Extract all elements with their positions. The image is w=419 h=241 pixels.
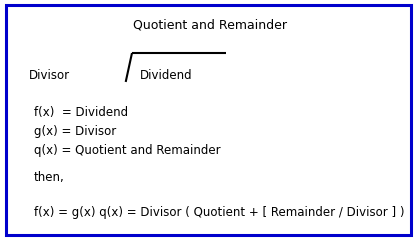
Text: g(x) = Divisor: g(x) = Divisor bbox=[34, 125, 116, 138]
Text: Quotient and Remainder: Quotient and Remainder bbox=[132, 19, 287, 32]
Text: q(x) = Quotient and Remainder: q(x) = Quotient and Remainder bbox=[34, 144, 220, 157]
Text: f(x)  = Dividend: f(x) = Dividend bbox=[34, 106, 128, 119]
FancyBboxPatch shape bbox=[6, 5, 411, 235]
Text: Divisor: Divisor bbox=[29, 69, 70, 82]
Text: Dividend: Dividend bbox=[140, 69, 193, 82]
Text: then,: then, bbox=[34, 171, 64, 184]
Text: f(x) = g(x) q(x) = Divisor ( Quotient + [ Remainder / Divisor ] ): f(x) = g(x) q(x) = Divisor ( Quotient + … bbox=[34, 206, 404, 219]
